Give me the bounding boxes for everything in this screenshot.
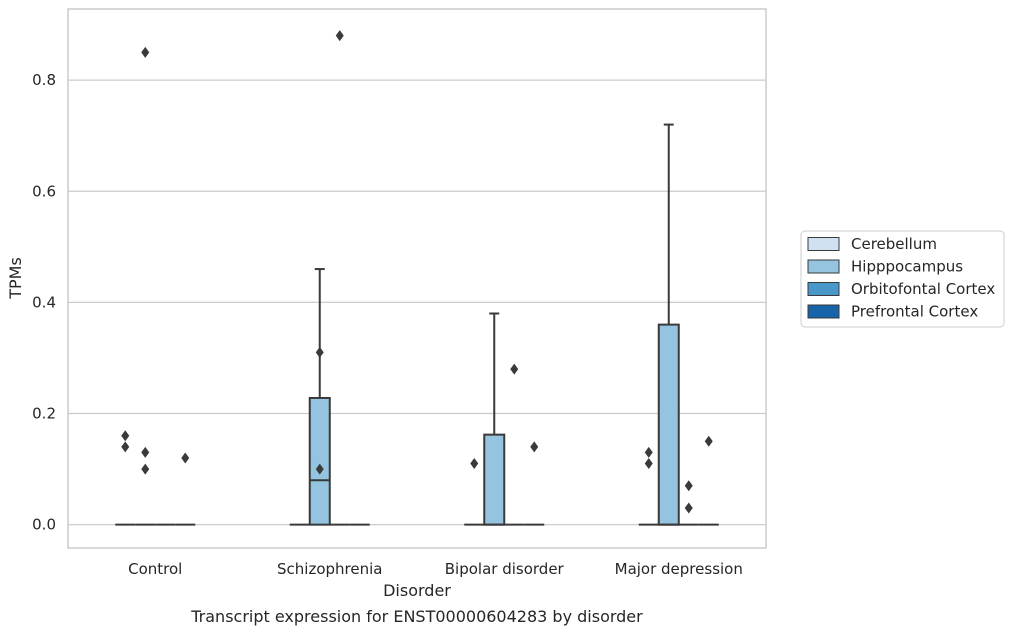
x-axis-ticks: Control Schizophrenia Bipolar disorder Majo…: [128, 560, 743, 578]
outlier-point: [121, 441, 130, 453]
box-group: [308, 268, 331, 526]
legend-frame: [800, 230, 1005, 328]
box-group: [483, 312, 506, 526]
y-axis-title: TPMs: [6, 257, 25, 300]
outlier-point: [684, 480, 693, 492]
legend-label: Cerebellum: [851, 235, 937, 253]
x-tick-label: Schizophrenia: [277, 560, 382, 578]
x-tick-label: Control: [128, 560, 182, 578]
outlier-point: [470, 458, 479, 470]
box-group: [464, 458, 485, 526]
outlier-point: [121, 430, 130, 442]
legend-swatch: [807, 304, 840, 319]
box: [483, 433, 506, 526]
outlier-point: [315, 346, 324, 358]
legend-swatch: [807, 237, 840, 251]
x-axis-title: Disorder: [383, 581, 451, 600]
x-tick-label: Major depression: [615, 560, 743, 578]
legend-label: Hipppocampus: [851, 258, 963, 276]
outlier-point: [141, 46, 150, 58]
outlier-point: [141, 463, 150, 475]
legend-label: Orbitofontal Cortex: [851, 280, 995, 298]
box-group: [329, 30, 350, 526]
y-tick-label: 0.2: [32, 405, 56, 423]
outlier-point: [704, 435, 713, 447]
legend-swatch: [807, 282, 840, 296]
box-group: [678, 480, 699, 526]
legend-label: Prefrontal Cortex: [851, 303, 978, 321]
box-group: [175, 452, 196, 526]
outlier-point: [644, 458, 653, 470]
y-tick-label: 0.0: [32, 516, 56, 534]
legend: Cerebellum Hipppocampus Orbitofontal Corte…: [800, 230, 1005, 328]
box-group: [524, 441, 545, 526]
box-group: [657, 123, 680, 526]
y-tick-label: 0.8: [32, 71, 56, 89]
outlier-point: [141, 446, 150, 458]
box-group: [115, 430, 136, 526]
box-group: [638, 446, 659, 526]
box-group: [135, 46, 156, 526]
x-tick-label: Bipolar disorder: [445, 560, 565, 578]
outlier-point: [530, 441, 539, 453]
box: [657, 323, 680, 526]
outlier-point: [684, 502, 693, 514]
y-tick-label: 0.6: [32, 182, 56, 200]
box-group: [504, 363, 525, 526]
outlier-point: [510, 363, 519, 375]
outlier-point: [335, 30, 344, 42]
y-axis-ticks: 0.0 0.2 0.4 0.6 0.8: [32, 71, 56, 534]
chart-caption: Transcript expression for ENST0000060428…: [190, 607, 643, 626]
outlier-point: [315, 463, 324, 475]
legend-swatch: [807, 259, 840, 274]
box-series: [115, 30, 719, 526]
y-tick-label: 0.4: [32, 293, 56, 311]
box: [308, 396, 331, 526]
outlier-point: [181, 452, 190, 464]
box-group: [698, 435, 719, 526]
outlier-point: [644, 446, 653, 458]
plot-area-frame: [67, 8, 767, 549]
